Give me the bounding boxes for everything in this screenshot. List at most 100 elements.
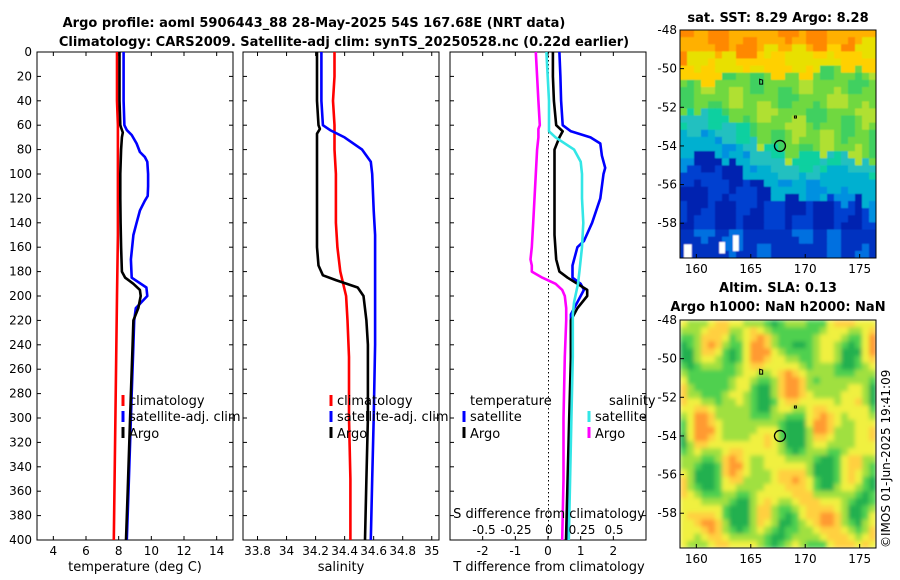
map-cell: [820, 44, 828, 52]
map-cell: [827, 72, 835, 81]
map-cell: [834, 526, 842, 535]
map-cell: [736, 369, 744, 378]
map-cell: [855, 87, 863, 95]
map-cell: [869, 172, 876, 181]
map-cell: [820, 355, 828, 364]
map-cell: [869, 341, 876, 350]
map-cell: [841, 122, 849, 131]
map-cell: [813, 476, 821, 485]
map-cell: [757, 540, 765, 548]
map-cell: [680, 320, 688, 328]
map-cell: [701, 115, 709, 124]
map-cell: [764, 172, 772, 181]
map-y-tick-label: -52: [657, 390, 677, 404]
map-cell: [750, 412, 758, 421]
map-cell: [834, 434, 842, 442]
map-cell: [827, 208, 835, 216]
map-cell: [771, 391, 779, 399]
map-cell: [694, 243, 702, 252]
map-cell: [834, 250, 842, 258]
map-cell: [820, 441, 828, 449]
map-cell: [708, 498, 716, 506]
map-cell: [785, 101, 793, 109]
map-cell: [694, 462, 702, 471]
map-cell: [827, 129, 835, 138]
map-cell: [687, 341, 695, 350]
map-cell: [757, 58, 765, 67]
map-cell: [750, 186, 758, 195]
map-cell: [848, 122, 856, 131]
map-cell: [715, 491, 723, 499]
map-cell: [729, 115, 737, 124]
map-cell: [701, 58, 709, 67]
map-cell: [687, 222, 695, 231]
map-cell: [792, 151, 800, 159]
map-cell: [792, 369, 800, 378]
map-cell: [820, 512, 828, 521]
map-cell: [729, 72, 737, 81]
map-cell: [729, 129, 737, 138]
map-cell: [701, 320, 709, 328]
map-cell: [848, 229, 856, 238]
map-cell: [792, 441, 800, 449]
map-cell: [701, 236, 709, 245]
map-cell: [680, 341, 688, 350]
map-cell: [785, 165, 793, 174]
map-cell: [750, 448, 758, 456]
map-cell: [722, 165, 730, 174]
map-cell: [743, 462, 751, 471]
series-s-argo: [529, 51, 568, 541]
map-cell: [736, 136, 744, 145]
map-cell: [750, 519, 758, 528]
map-cell: [813, 151, 821, 159]
map-cell: [708, 79, 716, 88]
map-cell: [806, 151, 814, 159]
map-cell: [827, 419, 835, 428]
map-cell: [820, 369, 828, 378]
map-cell: [820, 334, 828, 342]
map-cell: [799, 341, 807, 350]
map-cell: [862, 215, 870, 223]
map-cell: [757, 250, 765, 258]
map-cell: [806, 419, 814, 428]
map-cell: [680, 250, 688, 258]
map-cell: [855, 108, 863, 117]
map-cell: [687, 327, 695, 335]
map-cell: [841, 334, 849, 342]
map-cell: [722, 250, 730, 258]
map-cell: [799, 129, 807, 138]
map-cell: [799, 65, 807, 74]
map-cell: [694, 341, 702, 350]
map-cell: [848, 462, 856, 471]
map-cell: [680, 441, 688, 449]
map-cell: [736, 172, 744, 181]
map-x-tick-label: 160: [685, 262, 708, 276]
map-cell: [820, 498, 828, 506]
map-cell: [869, 419, 876, 428]
map-cell: [806, 115, 814, 124]
map-cell: [771, 94, 779, 102]
map-cell: [841, 215, 849, 223]
map-cell: [680, 540, 688, 548]
map-cell: [771, 229, 779, 238]
map-cell: [729, 327, 737, 335]
map-cell: [694, 215, 702, 223]
map-cell: [736, 79, 744, 88]
map-cell: [820, 229, 828, 238]
map-cell: [729, 377, 737, 385]
map-cell: [827, 222, 835, 231]
map-cell: [729, 505, 737, 513]
map-cell: [743, 136, 751, 145]
map-cell: [827, 201, 835, 209]
map-cell: [687, 30, 695, 38]
map-cell: [764, 243, 772, 252]
map-cell: [862, 540, 870, 548]
map-cell: [708, 455, 716, 464]
map-cell: [771, 215, 779, 223]
map-cell: [778, 462, 786, 471]
map-cell: [736, 405, 744, 414]
map-cell: [764, 87, 772, 95]
map-cell: [841, 405, 849, 414]
sst-field: [680, 30, 876, 258]
map-cell: [869, 412, 876, 421]
